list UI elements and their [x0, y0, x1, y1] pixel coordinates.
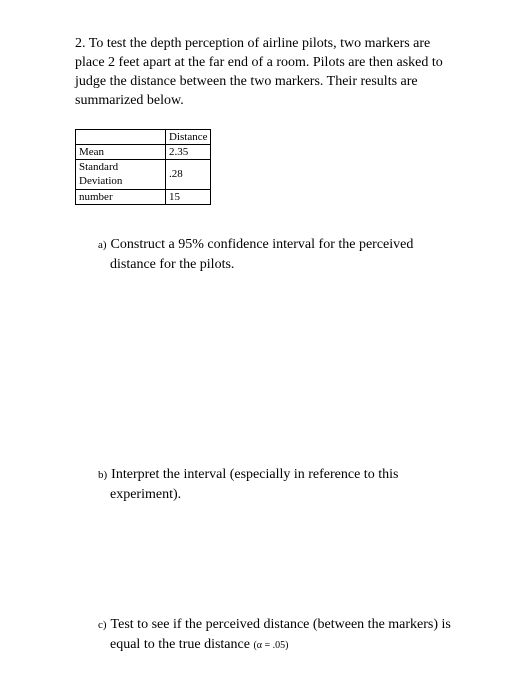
part-b-label: b)	[98, 469, 107, 481]
part-c: c) Test to see if the perceived distance…	[75, 615, 460, 655]
part-a-label: a)	[98, 239, 107, 251]
part-c-alpha: (α = .05)	[253, 640, 288, 651]
part-b: b) Interpret the interval (especially in…	[75, 465, 460, 505]
part-a: a) Construct a 95% confidence interval f…	[75, 235, 460, 275]
table-value-number: 15	[166, 189, 211, 204]
table-value-stddev: .28	[166, 160, 211, 190]
table-header-distance: Distance	[166, 129, 211, 144]
problem-intro: 2. To test the depth perception of airli…	[75, 35, 460, 111]
data-table: Distance Mean 2.35 Standard Deviation .2…	[75, 129, 211, 205]
table-label-stddev: Standard Deviation	[76, 160, 166, 190]
table-row: number 15	[76, 189, 211, 204]
table-row: Mean 2.35	[76, 144, 211, 159]
table-header-row: Distance	[76, 129, 211, 144]
table-row: Standard Deviation .28	[76, 160, 211, 190]
table-value-mean: 2.35	[166, 144, 211, 159]
table-label-mean: Mean	[76, 144, 166, 159]
part-c-label: c)	[98, 619, 107, 631]
table-label-number: number	[76, 189, 166, 204]
part-a-text: Construct a 95% confidence interval for …	[110, 237, 413, 272]
table-header-blank	[76, 129, 166, 144]
part-b-text: Interpret the interval (especially in re…	[110, 467, 398, 502]
